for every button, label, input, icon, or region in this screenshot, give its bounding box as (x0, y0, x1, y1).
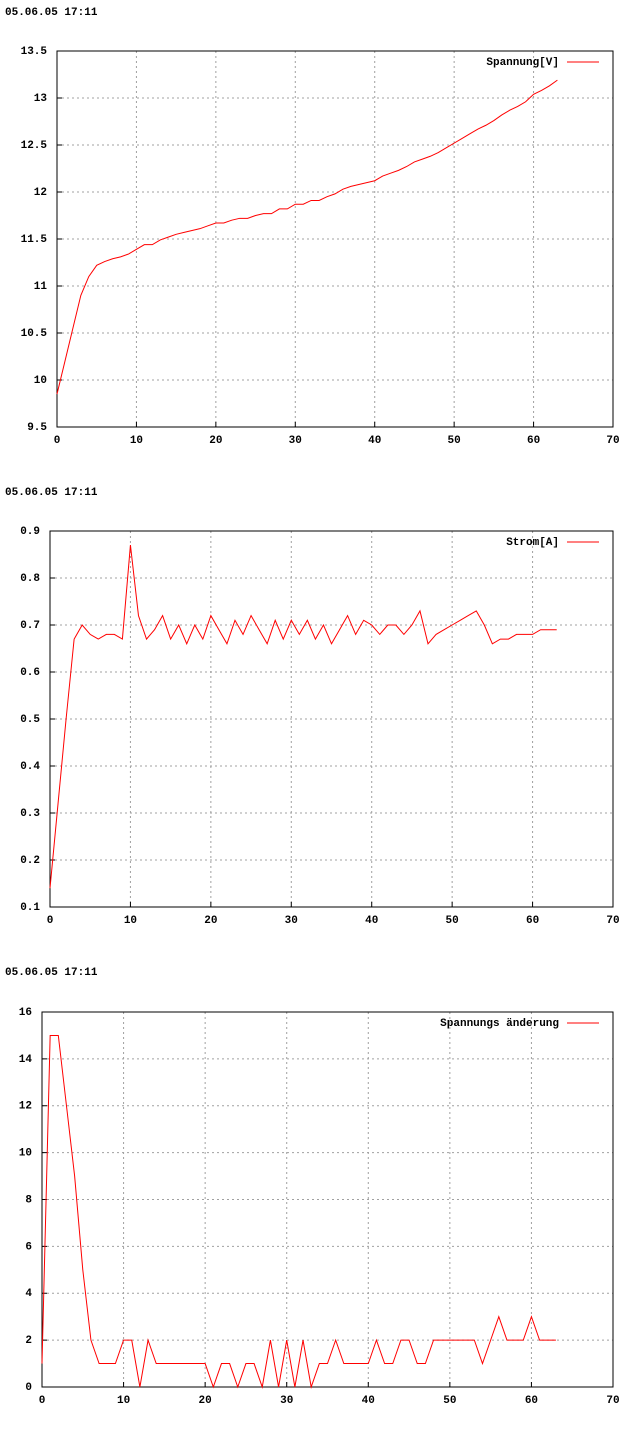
y-tick-label: 0.5 (20, 714, 40, 726)
y-tick-label: 10 (34, 375, 47, 387)
y-tick-label: 10 (19, 1148, 32, 1160)
y-tick-label: 13 (34, 93, 48, 105)
data-line (41, 1034, 556, 1389)
y-tick-label: 0.8 (20, 573, 40, 585)
x-tick-label: 30 (285, 915, 298, 927)
x-tick-label: 60 (525, 1395, 538, 1407)
x-tick-label: 30 (280, 1395, 293, 1407)
x-tick-label: 10 (124, 915, 137, 927)
data-line (49, 545, 557, 889)
x-tick-label: 20 (204, 915, 217, 927)
y-tick-label: 0.4 (20, 761, 40, 773)
x-tick-label: 10 (117, 1395, 130, 1407)
legend-label: Spannung[V] (486, 57, 559, 69)
x-tick-label: 50 (443, 1395, 456, 1407)
plot-border (56, 50, 614, 428)
chart-title: 05.06.05 17:11 (5, 7, 98, 19)
x-tick-label: 60 (526, 915, 539, 927)
y-tick-label: 0.1 (20, 902, 40, 914)
y-tick-label: 11.5 (21, 234, 48, 246)
y-tick-label: 12 (34, 187, 47, 199)
y-tick-label: 10.5 (21, 328, 48, 340)
y-tick-label: 9.5 (27, 422, 47, 434)
y-tick-label: 2 (25, 1335, 32, 1347)
y-tick-label: 8 (25, 1194, 32, 1206)
x-tick-label: 0 (47, 915, 54, 927)
y-tick-label: 0 (25, 1382, 32, 1394)
y-tick-label: 0.9 (20, 526, 40, 538)
x-tick-label: 10 (130, 435, 143, 447)
chart-title: 05.06.05 17:11 (5, 487, 98, 499)
x-tick-label: 60 (527, 435, 540, 447)
x-tick-label: 40 (362, 1395, 375, 1407)
x-tick-label: 0 (39, 1395, 46, 1407)
x-tick-label: 50 (448, 435, 461, 447)
x-tick-label: 70 (606, 1395, 619, 1407)
y-tick-label: 13.5 (21, 46, 48, 58)
chart-title: 05.06.05 17:11 (5, 967, 98, 979)
x-tick-label: 50 (446, 915, 459, 927)
x-tick-label: 70 (606, 435, 619, 447)
y-tick-label: 16 (19, 1007, 32, 1019)
y-tick-label: 6 (25, 1241, 32, 1253)
x-tick-label: 0 (54, 435, 61, 447)
legend-label: Spannungs änderung (440, 1018, 559, 1030)
x-tick-label: 30 (289, 435, 302, 447)
plot-border (41, 1011, 614, 1388)
y-tick-label: 14 (19, 1054, 33, 1066)
y-tick-label: 12 (19, 1101, 32, 1113)
legend-label: Strom[A] (506, 537, 559, 549)
y-tick-label: 0.7 (20, 620, 40, 632)
plot-border (49, 530, 614, 908)
y-tick-label: 0.2 (20, 855, 40, 867)
x-tick-label: 70 (606, 915, 619, 927)
x-tick-label: 40 (368, 435, 381, 447)
y-tick-label: 0.6 (20, 667, 40, 679)
x-tick-label: 40 (365, 915, 378, 927)
x-tick-label: 20 (209, 435, 222, 447)
data-line (56, 79, 558, 395)
y-tick-label: 4 (25, 1288, 32, 1300)
y-tick-label: 11 (34, 281, 48, 293)
x-tick-label: 20 (199, 1395, 212, 1407)
y-tick-label: 0.3 (20, 808, 40, 820)
y-tick-label: 12.5 (21, 140, 48, 152)
